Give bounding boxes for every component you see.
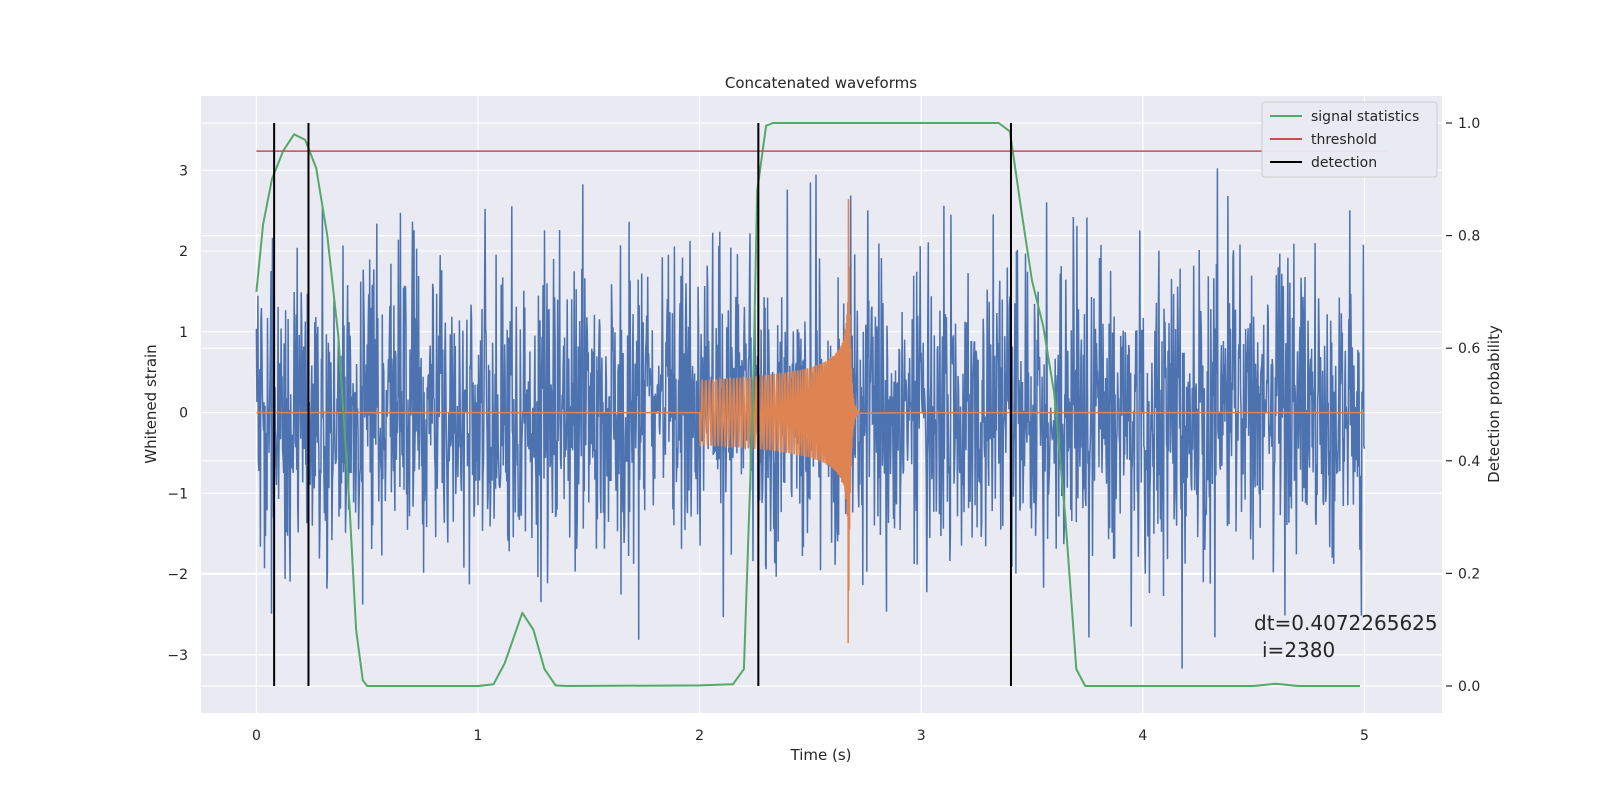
legend: signal statistics threshold detection [1261, 101, 1438, 178]
y2-tick-label: 0.8 [1458, 229, 1480, 245]
y-tick-label: −2 [167, 567, 188, 583]
y2-tick-label: 0.0 [1458, 679, 1480, 695]
chart-title: Concatenated waveforms [725, 74, 917, 92]
y-tick-label: 0 [179, 406, 188, 422]
noise-waveform [255, 168, 1366, 669]
x-tick-label: 3 [917, 728, 926, 744]
y-tick-label: 1 [179, 325, 188, 341]
legend-box [1261, 101, 1438, 178]
y-axis-label: Whitened strain [142, 344, 160, 463]
legend-label-threshold: threshold [1311, 132, 1377, 148]
annotation-dt: dt=0.4072265625 [1254, 611, 1438, 635]
y-tick-label: −3 [167, 648, 188, 664]
x-axis-ticks: 0 1 2 3 4 5 [252, 728, 1369, 744]
y-tick-label: 3 [179, 163, 188, 179]
plot-content [255, 122, 1387, 687]
y2-tick-label: 1.0 [1458, 116, 1480, 132]
x-tick-label: 4 [1138, 728, 1147, 744]
y2-tick-label: 0.4 [1458, 454, 1480, 470]
legend-label-detection: detection [1311, 155, 1377, 171]
y2-axis-label: Detection probability [1485, 325, 1503, 483]
y2-tick-label: 0.6 [1458, 341, 1480, 357]
x-tick-label: 2 [695, 728, 704, 744]
legend-label-statistics: signal statistics [1311, 109, 1419, 125]
y-tick-label: −1 [167, 486, 188, 502]
injected-signal-waveform [256, 199, 1365, 644]
x-tick-label: 1 [474, 728, 483, 744]
x-tick-label: 5 [1360, 728, 1369, 744]
detection-lines [273, 123, 1012, 686]
x-axis-label: Time (s) [790, 746, 852, 764]
annotation-i: i=2380 [1262, 638, 1335, 662]
y2-tick-label: 0.2 [1458, 566, 1480, 582]
signal-statistics-line [255, 122, 1360, 687]
x-tick-label: 0 [252, 728, 261, 744]
y-axis-ticks: −3 −2 −1 0 1 2 3 [167, 163, 188, 664]
y-tick-label: 2 [179, 244, 188, 260]
y2-axis-ticks: 0.0 0.2 0.4 0.6 0.8 1.0 [1446, 116, 1480, 695]
